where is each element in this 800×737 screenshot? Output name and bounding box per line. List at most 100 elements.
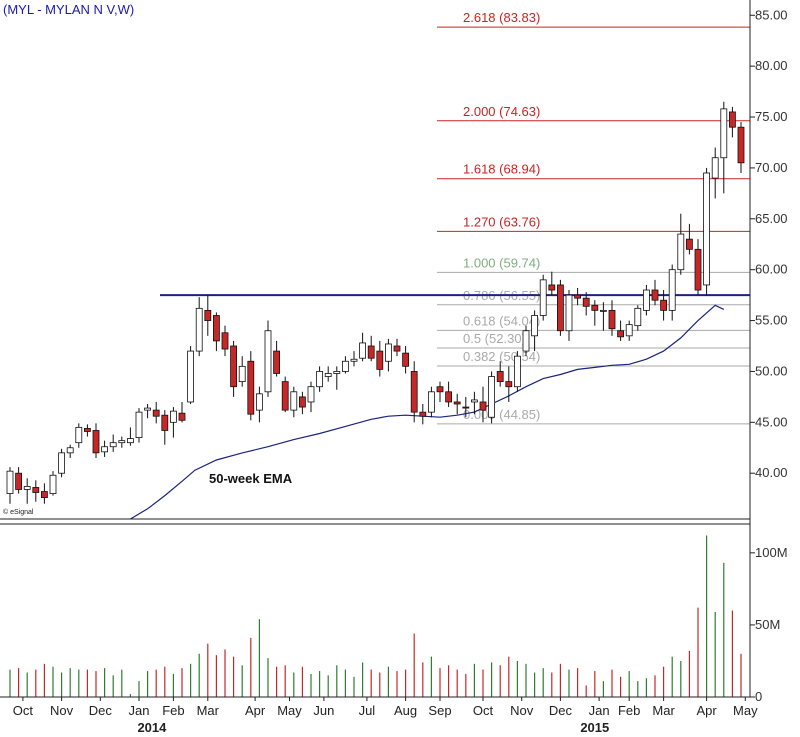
x-tick-label: Jan — [589, 703, 610, 718]
candle-body — [49, 474, 57, 494]
candle-body — [316, 371, 324, 388]
candle-body — [660, 299, 667, 311]
fib-label: 0.000 (44.85) — [463, 407, 540, 422]
candle-body — [75, 427, 83, 444]
candle-body — [711, 157, 719, 179]
candle-body — [643, 289, 650, 311]
candle-body — [737, 126, 745, 164]
x-tick-label: Mar — [197, 703, 220, 718]
candle-body — [221, 332, 229, 350]
candle-body — [264, 330, 272, 393]
candle-body — [6, 470, 14, 494]
candle-body — [281, 381, 289, 411]
candle-body — [66, 447, 74, 454]
price-tick-label: 55.00 — [755, 313, 788, 328]
candle-body — [15, 472, 23, 490]
candle-body — [169, 410, 177, 423]
candle-body — [470, 399, 478, 403]
candle-body — [178, 412, 186, 421]
candle-body — [729, 111, 736, 128]
x-tick-label: Dec — [89, 703, 113, 718]
price-tick-label: 85.00 — [755, 7, 788, 22]
candle-body — [101, 446, 108, 453]
candle-body — [634, 307, 642, 327]
candle-body — [625, 324, 633, 337]
fib-label: 2.618 (83.83) — [463, 10, 540, 25]
fib-label: 0.5 (52.30) — [463, 331, 526, 346]
candle-body — [496, 371, 504, 383]
candle-body — [32, 487, 40, 493]
fib-label: 2.000 (74.63) — [463, 104, 540, 119]
candle-body — [341, 360, 349, 372]
candle-body — [84, 428, 91, 432]
candle-body — [453, 401, 461, 405]
candle-body — [212, 315, 220, 342]
candle-body — [445, 391, 453, 403]
candle-body — [668, 269, 676, 311]
candle-body — [557, 284, 564, 332]
candle-body — [307, 386, 315, 403]
year-label: 2014 — [137, 720, 167, 735]
axis-layer: 85.00 80.00 75.00 70.00 65.00 60.00 55.00 50.00… — [13, 7, 788, 735]
year-label: 2015 — [580, 720, 609, 735]
candle-body — [290, 391, 298, 411]
candle-body — [118, 440, 126, 444]
candle-body — [92, 430, 100, 454]
candle-body — [591, 304, 599, 311]
candle-body — [686, 238, 693, 250]
candle-body — [720, 108, 728, 159]
candle-body — [548, 284, 556, 291]
price-tick-label: 60.00 — [755, 262, 788, 277]
candle-body — [582, 297, 590, 307]
candle-body — [187, 350, 195, 403]
candle-body — [436, 386, 444, 393]
candle-body — [127, 438, 134, 444]
candle-body — [402, 352, 410, 367]
x-tick-label: Nov — [510, 703, 534, 718]
candle-body — [230, 345, 238, 388]
fib-label: 1.270 (63.76) — [463, 214, 540, 229]
x-tick-label: May — [733, 703, 758, 718]
candle-body — [651, 289, 659, 301]
credit: © eSignal — [3, 508, 34, 516]
candle-body — [694, 248, 702, 291]
candle-body — [367, 345, 375, 359]
ema-line — [130, 304, 725, 520]
fib-label: 0.382 (50.54) — [463, 349, 540, 364]
fib-label: 1.618 (68.94) — [463, 162, 540, 177]
x-tick-label: Jan — [129, 703, 150, 718]
candle-body — [600, 309, 607, 312]
x-tick-label: Mar — [652, 703, 675, 718]
candle-body — [58, 452, 65, 474]
candle-body — [273, 350, 281, 374]
candle-body — [539, 279, 547, 316]
x-tick-label: Aug — [394, 703, 417, 718]
candle-body — [23, 486, 31, 490]
candle-body — [462, 406, 470, 409]
x-tick-label: Oct — [473, 703, 494, 718]
candle-body — [359, 342, 367, 359]
candle-body — [514, 355, 521, 388]
candle-body — [522, 330, 530, 352]
ema-label: 50-week EMA — [209, 471, 293, 486]
price-tick-label: 65.00 — [755, 211, 788, 226]
x-tick-label: Feb — [162, 703, 184, 718]
candle-body — [109, 442, 117, 448]
candle-body — [195, 307, 203, 352]
fib-layer: 2.618 (83.83) 2.000 (74.63) 1.618 (68.94) 1… — [160, 10, 750, 425]
candle-body — [608, 309, 616, 330]
price-tick-label: 45.00 — [755, 414, 788, 429]
candle-body — [152, 409, 160, 417]
candle-body — [427, 391, 435, 413]
candle-body — [247, 360, 255, 415]
price-tick-label: 40.00 — [755, 465, 788, 480]
candle-body — [350, 358, 358, 362]
candle-body — [298, 396, 306, 408]
price-tick-label: 70.00 — [755, 160, 788, 175]
x-tick-label: Jul — [359, 703, 376, 718]
volume-layer — [9, 535, 742, 697]
candle-body — [135, 411, 143, 438]
price-tick-label: 50.00 — [755, 363, 788, 378]
candle-body — [565, 294, 573, 332]
candle-body — [617, 330, 624, 338]
